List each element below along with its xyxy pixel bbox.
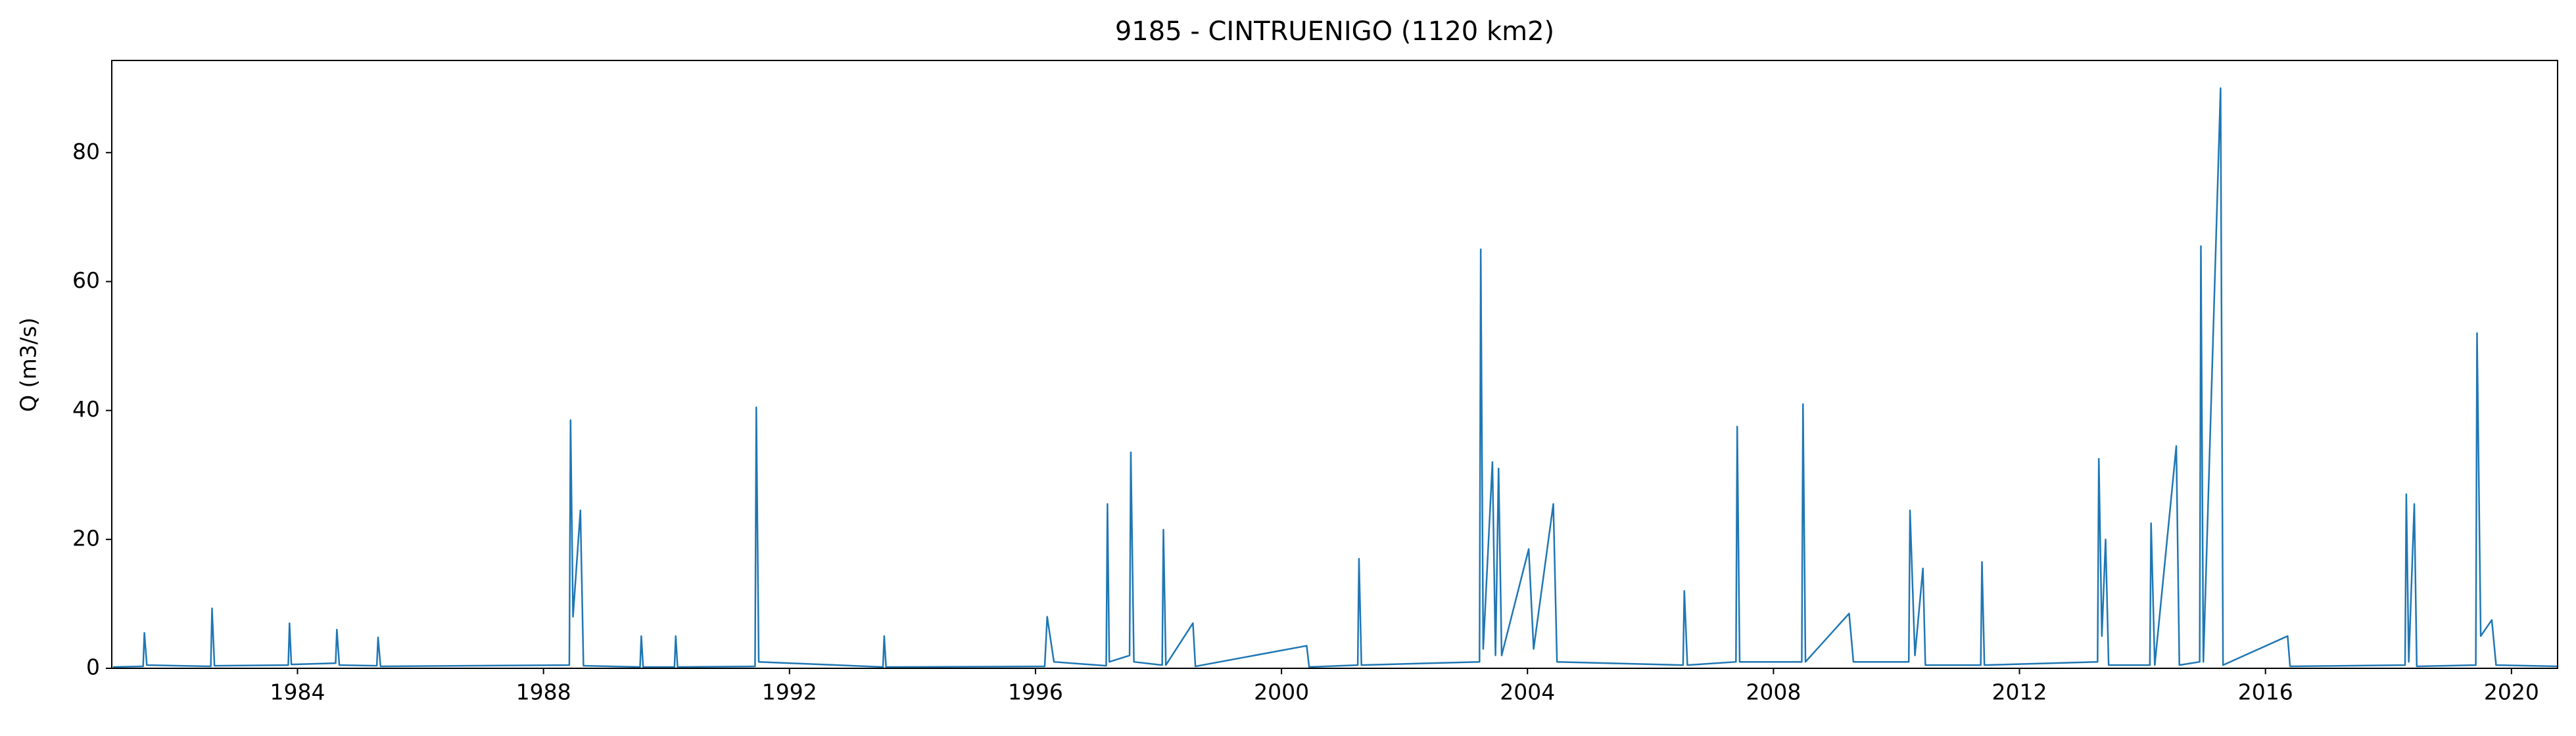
x-tick-label: 2008: [1746, 679, 1801, 705]
y-tick-label: 20: [72, 525, 100, 551]
x-tick-label: 1996: [1008, 679, 1063, 705]
y-tick-label: 80: [72, 139, 100, 164]
y-tick-label: 0: [86, 655, 100, 680]
x-tick-label: 2004: [1500, 679, 1555, 705]
x-tick-label: 1984: [270, 679, 325, 705]
x-tick-label: 1988: [516, 679, 571, 705]
data-line: [112, 87, 2558, 668]
x-tick-label: 2012: [1992, 679, 2047, 705]
y-tick-label: 60: [72, 267, 100, 293]
x-tick-label: 2016: [2238, 679, 2293, 705]
x-tick-label: 2020: [2484, 679, 2539, 705]
y-tick-label: 40: [72, 396, 100, 422]
chart-title: 9185 - CINTRUENIGO (1120 km2): [1115, 16, 1554, 47]
plot-frame: [111, 60, 2558, 669]
x-tick-label: 2000: [1254, 679, 1309, 705]
y-axis-label: Q (m3/s): [16, 317, 41, 412]
x-tick-label: 1992: [762, 679, 817, 705]
